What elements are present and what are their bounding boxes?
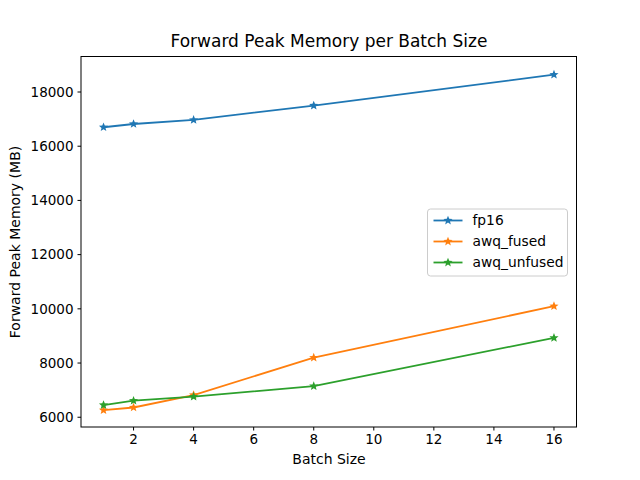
x-tick-label: 12 [425, 431, 442, 447]
series-line-fp16 [104, 75, 554, 128]
y-tick-label: 8000 [39, 355, 73, 371]
series-line-awq_unfused [104, 338, 554, 405]
line-chart: 2 4 6 8 10 12 14 16 6000 8000 10000 12000 14000 16000… [0, 0, 640, 480]
legend-label-fp16: fp16 [473, 212, 504, 228]
y-tick-label: 6000 [39, 409, 73, 425]
series-marker-awq_fused [309, 353, 318, 362]
legend-label-awq_unfused: awq_unfused [473, 254, 564, 270]
series-marker-awq_unfused [549, 333, 558, 342]
series-marker-awq_unfused [309, 381, 318, 390]
x-tick-label: 8 [309, 431, 318, 447]
y-tick-label: 16000 [31, 138, 74, 154]
x-tick-label: 4 [189, 431, 198, 447]
x-tick-label: 10 [365, 431, 382, 447]
y-tick-label: 14000 [31, 192, 74, 208]
series-marker-awq_fused [549, 301, 558, 310]
series-marker-fp16 [309, 101, 318, 110]
x-tick-label: 2 [129, 431, 138, 447]
y-tick-label: 18000 [31, 84, 74, 100]
series-marker-fp16 [189, 115, 198, 124]
figure: Forward Peak Memory per Batch Size Forwa… [0, 0, 640, 480]
series-line-awq_fused [104, 306, 554, 410]
x-tick-label: 14 [485, 431, 502, 447]
legend-label-awq_fused: awq_fused [473, 233, 546, 249]
y-tick-label: 12000 [31, 246, 74, 262]
series-marker-fp16 [129, 119, 138, 128]
series-marker-fp16 [99, 122, 108, 131]
series-marker-awq_fused [129, 403, 138, 412]
x-tick-label: 16 [545, 431, 562, 447]
y-tick-label: 10000 [31, 301, 74, 317]
series-marker-fp16 [549, 70, 558, 79]
x-tick-label: 6 [249, 431, 258, 447]
